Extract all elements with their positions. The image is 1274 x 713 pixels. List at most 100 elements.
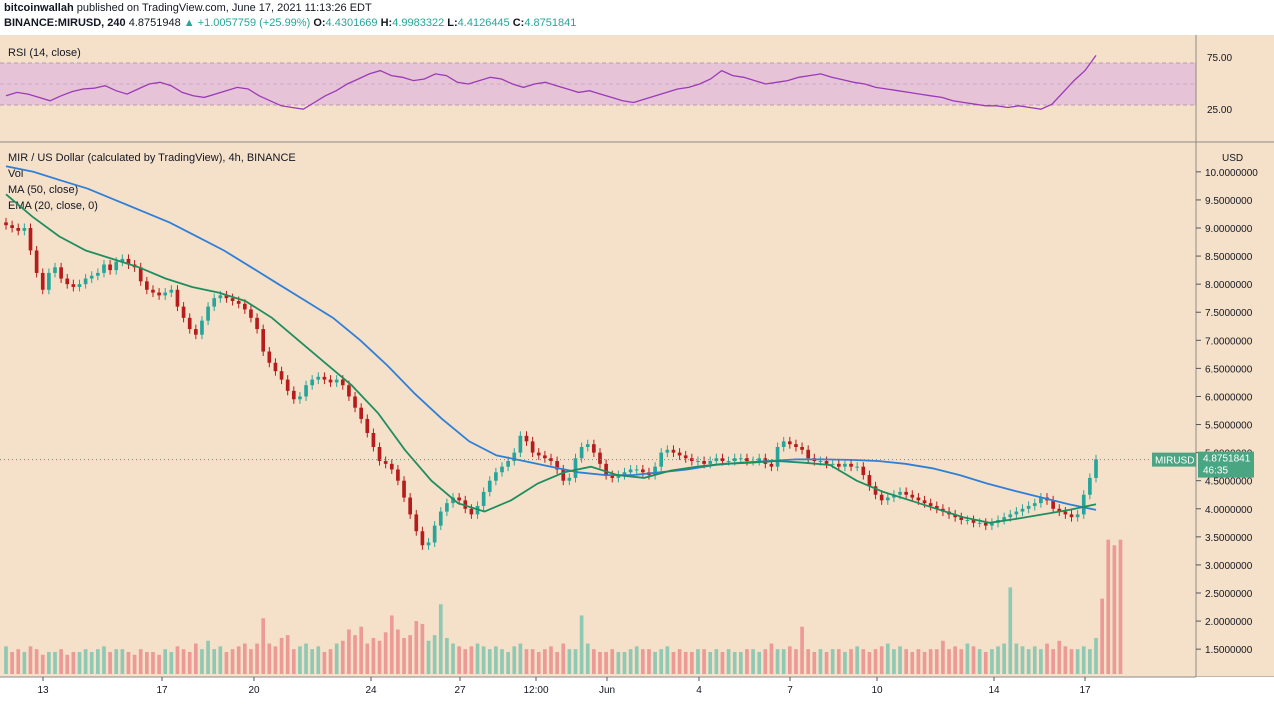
candle-body [867, 475, 872, 487]
candle-body [800, 447, 804, 450]
symbol-info: BINANCE:MIRUSD, 240 [4, 17, 126, 29]
volume-bar [610, 649, 615, 674]
candle-body [849, 463, 853, 467]
candle-body [671, 449, 676, 453]
volume-bar [494, 646, 498, 674]
price-tick-label: 4.0000000 [1205, 505, 1253, 516]
volume-bar [396, 629, 400, 674]
high-label: H: [380, 17, 393, 29]
candle-body [904, 491, 909, 495]
candle-body [175, 289, 180, 307]
candle-body [426, 542, 431, 546]
price-tick-label: 5.5000000 [1205, 421, 1253, 432]
candle-body [469, 508, 474, 515]
volume-bar [1057, 640, 1062, 674]
volume-bar [187, 651, 192, 674]
volume-bar [947, 649, 951, 674]
time-tick-label: 10 [871, 685, 883, 696]
volume-bar [77, 651, 82, 674]
volume-bar [659, 649, 664, 674]
last-price: 4.8751948 [128, 17, 181, 29]
candle-body [438, 511, 443, 526]
volume-bar [800, 626, 804, 674]
price-tick-label: 7.5000000 [1205, 308, 1253, 319]
candle-body [494, 472, 498, 481]
volume-bar [206, 640, 210, 674]
price-tick-label: 9.0000000 [1205, 224, 1253, 235]
volume-bar [543, 649, 547, 674]
candle-body [738, 458, 743, 460]
volume-bar [616, 651, 621, 674]
candle-body [1088, 477, 1092, 495]
candle-body [1075, 514, 1080, 518]
candle-body [120, 258, 125, 262]
candle-body [53, 267, 57, 273]
candle-body [181, 306, 186, 318]
volume-bar [941, 640, 945, 674]
volume-bar [530, 649, 535, 674]
time-axis[interactable]: 13 17 20 24 27 12:00 Jun 4 7 10 14 17 [37, 677, 1091, 696]
legend-ema: EMA (20, close, 0) [8, 200, 98, 212]
volume-bar [781, 649, 786, 674]
candle-body [420, 531, 425, 546]
author[interactable]: bitcoinwallah [4, 2, 74, 14]
candle-body [212, 298, 217, 307]
low-label: L: [447, 17, 458, 29]
candle-body [885, 497, 890, 501]
volume-bar [261, 618, 266, 674]
candle-body [10, 225, 14, 228]
volume-bar [977, 649, 982, 674]
volume-bar [175, 646, 180, 674]
volume-bar [340, 640, 345, 674]
candle-body [322, 376, 327, 380]
volume-bar [328, 649, 333, 674]
candle-body [279, 371, 284, 380]
candle-body [1039, 497, 1043, 504]
volume-bar [561, 643, 566, 674]
volume-bar [347, 629, 351, 674]
candle-body [347, 385, 351, 397]
volume-bar [641, 649, 645, 674]
volume-bar [592, 649, 596, 674]
corner-box [1196, 677, 1274, 713]
volume-bar [22, 651, 27, 674]
volume-bar [200, 649, 204, 674]
volume-bar [138, 649, 143, 674]
volume-bar [567, 649, 572, 674]
volume-bar [126, 651, 131, 674]
volume-bar [438, 604, 443, 674]
volume-bar [487, 649, 492, 674]
candle-body [641, 469, 645, 473]
volume-bar [16, 649, 21, 674]
volume-bar [230, 649, 235, 674]
volume-bar [751, 649, 755, 674]
price-tick-label: 7.0000000 [1205, 336, 1253, 347]
close-value: 4.8751841 [524, 17, 577, 29]
volume-bar [249, 649, 253, 674]
volume-bar [775, 649, 780, 674]
candle-body [408, 497, 412, 515]
volume-bar [163, 649, 168, 674]
candle-body [757, 458, 762, 462]
time-tick-label: 13 [37, 685, 49, 696]
candle-body [163, 292, 168, 296]
volume-bar [1094, 637, 1098, 674]
candle-body [953, 514, 957, 518]
volume-bar [383, 632, 388, 674]
volume-bar [916, 649, 921, 674]
candle-body [708, 461, 713, 464]
volume-bar [757, 651, 762, 674]
chart-canvas[interactable]: RSI (14, close) 75.00 25.00 MIR / US Dol… [0, 35, 1274, 713]
volume-bar [861, 649, 866, 674]
volume-bar [720, 651, 725, 674]
price-tick-label: 2.5000000 [1205, 589, 1253, 600]
candle-body [206, 306, 210, 321]
volume-bar [769, 643, 774, 674]
time-tick-label: 12:00 [523, 685, 548, 696]
candle-body [696, 461, 700, 463]
volume-bar [836, 649, 841, 674]
candle-body [604, 463, 608, 476]
volume-bar [145, 651, 149, 674]
price-tick-label: 4.5000000 [1205, 477, 1253, 488]
volume-bar [40, 654, 45, 674]
